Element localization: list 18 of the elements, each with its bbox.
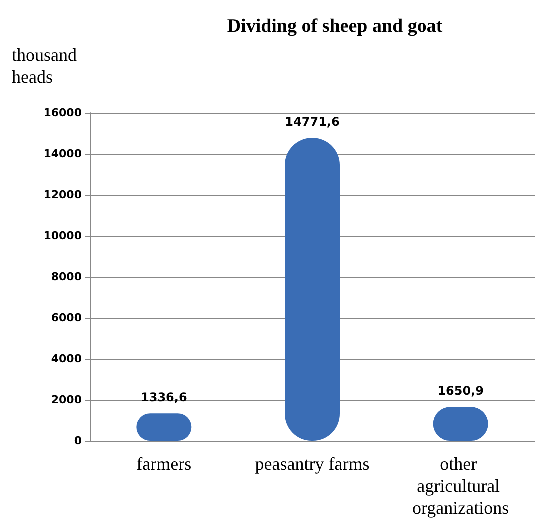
y-tick-label: 10000 [44,230,82,242]
y-tick-label: 12000 [44,188,82,202]
bar [285,138,340,441]
y-tick-label: 14000 [44,148,82,160]
x-tick-label: peasantry farms [255,454,370,474]
y-axis-title: thousand heads [12,45,77,87]
x-tick-label: other agricultural organizations [412,454,510,518]
y-tick-label: 8000 [51,270,82,284]
data-label: 1650,9 [438,384,484,398]
y-tick-label: 16000 [44,106,82,120]
y-tick-label: 6000 [51,312,82,324]
chart-title: Dividing of sheep and goat [227,16,444,37]
y-tick-label: 4000 [51,352,82,366]
x-tick-label: farmers [136,454,192,474]
y-tick-label: 2000 [51,394,82,406]
y-tick-label: 0 [74,434,82,448]
data-label: 1336,6 [141,390,188,405]
data-label: 14771,6 [285,115,340,130]
